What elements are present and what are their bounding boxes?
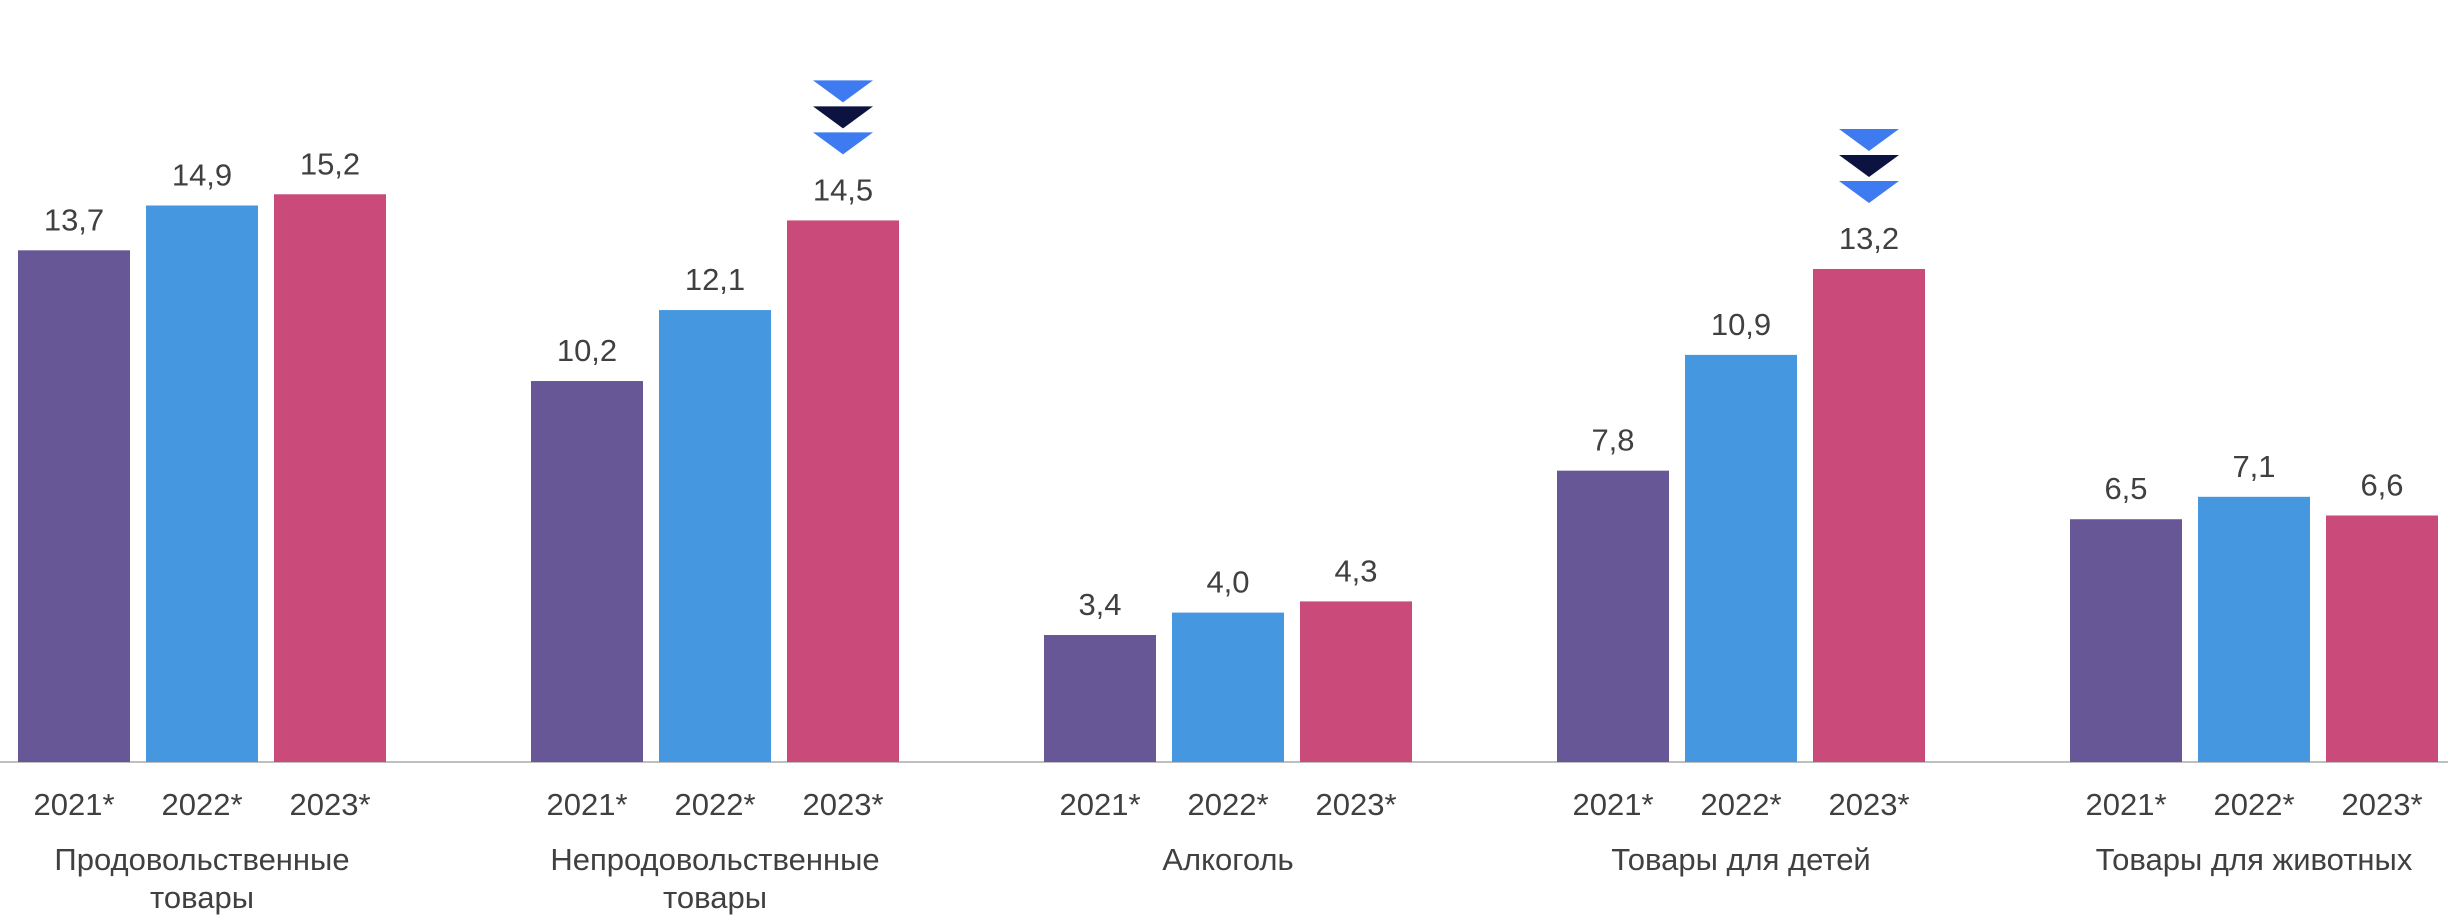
tick-label-3-0: 2021* <box>1572 787 1653 822</box>
category-labels-layer: ПродовольственныетоварыНепродовольственн… <box>54 842 2412 915</box>
category-label-4-line-0: Товары для животных <box>2096 842 2413 877</box>
data-label-4-0: 6,5 <box>2104 471 2147 506</box>
bar-1-2 <box>787 220 899 763</box>
data-label-2-1: 4,0 <box>1206 565 1249 600</box>
data-label-0-2: 15,2 <box>300 146 360 181</box>
bar-3-2 <box>1813 268 1925 762</box>
bar-4-1 <box>2198 496 2310 762</box>
data-label-2-2: 4,3 <box>1334 553 1377 588</box>
data-label-0-0: 13,7 <box>44 202 104 237</box>
tick-label-0-0: 2021* <box>33 787 114 822</box>
data-label-4-1: 7,1 <box>2232 449 2275 484</box>
chevron-shape <box>1839 154 1899 177</box>
data-label-3-0: 7,8 <box>1591 423 1634 458</box>
bar-0-0 <box>18 250 130 762</box>
tick-label-4-0: 2021* <box>2085 787 2166 822</box>
tick-labels-layer: 2021* 2022* 2023* 2021* 2022* 2023* 2021* 2022*… <box>33 787 2422 822</box>
data-label-0-1: 14,9 <box>172 157 232 192</box>
category-label-3-line-0: Товары для детей <box>1611 842 1871 877</box>
bar-1-0 <box>531 381 643 762</box>
bar-3-1 <box>1685 354 1797 762</box>
category-label-0-line-1: товары <box>150 880 254 915</box>
double-chevron-down-icon <box>1839 128 1899 203</box>
tick-label-4-2: 2023* <box>2341 787 2422 822</box>
bar-0-1 <box>146 205 258 763</box>
data-label-4-2: 6,6 <box>2360 467 2403 502</box>
data-label-1-1: 12,1 <box>685 262 745 297</box>
category-label-0-line-0: Продовольственные <box>54 842 349 877</box>
tick-label-2-2: 2023* <box>1315 787 1396 822</box>
tick-label-0-1: 2022* <box>161 787 242 822</box>
bar-3-0 <box>1557 470 1669 762</box>
bar-2-1 <box>1172 612 1284 762</box>
chevron-shape <box>1839 128 1899 151</box>
tick-label-3-1: 2022* <box>1700 787 1781 822</box>
bars-layer <box>18 194 2438 763</box>
category-label-1-line-1: товары <box>663 880 767 915</box>
bar-4-2 <box>2326 515 2438 762</box>
bar-2-0 <box>1044 635 1156 762</box>
data-label-1-0: 10,2 <box>557 333 617 368</box>
tick-label-1-0: 2021* <box>546 787 627 822</box>
tick-label-2-0: 2021* <box>1059 787 1140 822</box>
bar-0-2 <box>274 194 386 762</box>
value-labels-layer: 13,7 14,9 15,2 10,2 12,1 14,5 3,4 4,0 4,3 7,8 10,9… <box>44 146 2404 622</box>
tick-label-1-1: 2022* <box>674 787 755 822</box>
tick-label-3-2: 2023* <box>1828 787 1909 822</box>
tick-label-1-2: 2023* <box>802 787 883 822</box>
markers-layer <box>813 80 1899 203</box>
data-label-3-2: 13,2 <box>1839 221 1899 256</box>
tick-label-0-2: 2023* <box>289 787 370 822</box>
tick-label-2-1: 2022* <box>1187 787 1268 822</box>
chevron-shape <box>813 80 873 103</box>
bar-4-0 <box>2070 519 2182 762</box>
category-label-1-line-0: Непродовольственные <box>550 842 879 877</box>
data-label-2-0: 3,4 <box>1078 587 1121 622</box>
tick-label-4-1: 2022* <box>2213 787 2294 822</box>
data-label-3-1: 10,9 <box>1711 307 1771 342</box>
bar-2-2 <box>1300 601 1412 762</box>
category-label-2-line-0: Алкоголь <box>1162 842 1293 877</box>
double-chevron-down-icon <box>813 80 873 155</box>
chevron-shape <box>1839 180 1899 203</box>
chevron-shape <box>813 106 873 129</box>
chevron-shape <box>813 132 873 155</box>
data-label-1-2: 14,5 <box>813 172 873 207</box>
bar-1-1 <box>659 310 771 762</box>
